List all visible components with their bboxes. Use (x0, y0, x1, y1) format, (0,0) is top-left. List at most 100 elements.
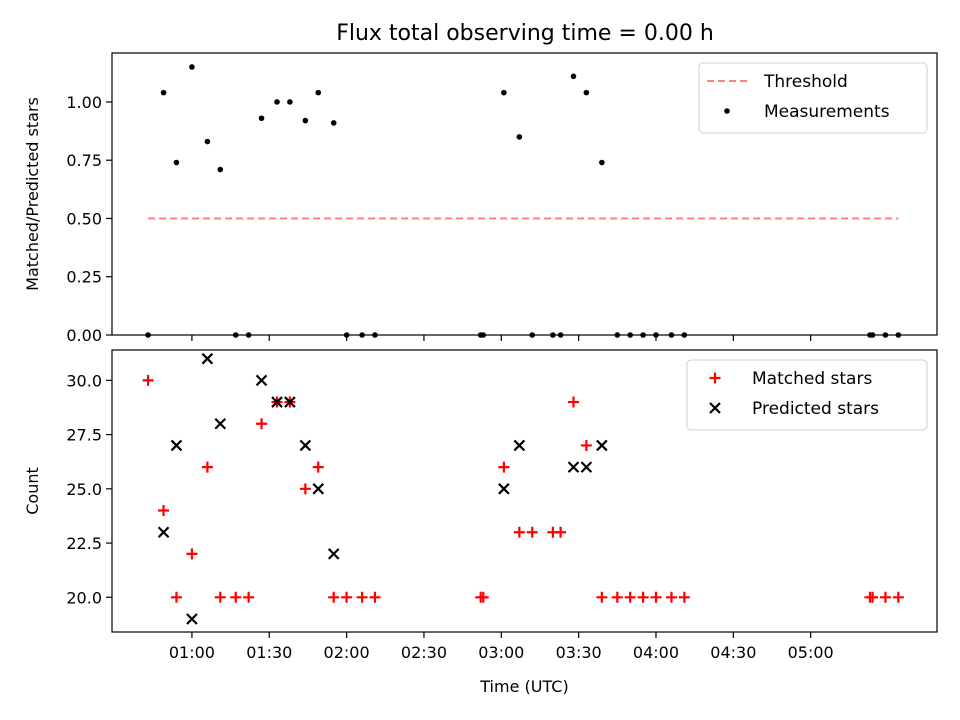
data-point (879, 591, 891, 603)
data-point (359, 332, 365, 338)
y-tick-label: 0.25 (66, 268, 102, 287)
data-point (302, 117, 309, 124)
data-point (895, 332, 902, 338)
data-point (173, 159, 180, 166)
data-point (501, 89, 507, 96)
x-tick-label: 04:00 (633, 643, 679, 662)
data-point (678, 591, 690, 603)
data-point (255, 374, 268, 387)
x-tick-label: 03:00 (478, 643, 524, 662)
legend-label: Threshold (763, 72, 848, 92)
y-tick-label: 27.5 (66, 426, 102, 445)
data-point (557, 332, 564, 338)
data-point (624, 591, 636, 603)
data-point (480, 332, 487, 338)
x-tick-label: 01:00 (169, 643, 215, 662)
legend-swatch (709, 402, 721, 414)
data-point (637, 591, 649, 603)
data-point (614, 332, 621, 338)
x-tick-label: 03:30 (556, 643, 602, 662)
data-point (341, 591, 353, 603)
data-point (372, 332, 378, 338)
data-point (312, 461, 324, 473)
data-point (327, 548, 340, 560)
legend-label: Predicted stars (752, 399, 879, 419)
data-point (214, 591, 226, 603)
data-point (867, 591, 879, 603)
data-point (665, 591, 677, 603)
data-point (170, 439, 183, 452)
data-point (274, 99, 280, 105)
y-tick-label: 30.0 (66, 371, 102, 390)
y-tick-label: 0.00 (66, 326, 102, 345)
series-matched-stars (142, 374, 904, 603)
x-tick-label: 05:00 (788, 643, 834, 662)
data-point (299, 439, 312, 452)
y-tick-label: 1.00 (66, 93, 102, 112)
data-point (160, 89, 167, 96)
data-point (596, 591, 608, 603)
x-tick-label: 04:30 (710, 643, 756, 662)
data-point (892, 591, 904, 603)
data-point (529, 332, 536, 338)
data-point (158, 505, 170, 517)
y-axis-label: Count (23, 467, 42, 515)
legend-box (686, 359, 928, 431)
data-point (369, 591, 381, 603)
legend-swatch (724, 108, 730, 114)
axes-frame (111, 52, 938, 336)
data-point (284, 396, 296, 408)
data-point (201, 461, 213, 473)
data-point (201, 352, 214, 365)
data-point (567, 461, 580, 473)
data-point (668, 332, 675, 338)
data-point (157, 526, 170, 538)
data-point (599, 159, 605, 166)
data-point (287, 99, 293, 105)
data-point (611, 591, 623, 603)
x-tick-label: 01:30 (246, 643, 292, 662)
data-point (596, 439, 608, 452)
legend: Threshold Measurements (698, 62, 928, 134)
legend-swatch (709, 372, 721, 384)
data-point (186, 613, 198, 625)
data-point (550, 332, 556, 338)
data-point (230, 591, 242, 603)
data-point (328, 591, 340, 603)
legend-label: Matched stars (752, 369, 872, 389)
data-point (243, 591, 255, 603)
data-point (299, 483, 311, 495)
data-point (142, 374, 154, 386)
figure-title: Flux total observing time = 0.00 h (336, 21, 714, 46)
data-point (312, 483, 325, 495)
y-tick-label: 0.50 (66, 209, 102, 228)
data-point (681, 332, 688, 338)
data-point (653, 332, 659, 338)
data-point (356, 591, 368, 603)
y-tick-label: 0.75 (66, 151, 102, 170)
data-point (640, 332, 646, 338)
data-point (882, 332, 889, 338)
x-axis-label: Time (UTC) (479, 677, 568, 696)
data-point (189, 64, 195, 70)
ratio-panel: 0.00 0.25 0.50 0.75 1.00 Matched/Predicted st… (23, 52, 938, 345)
data-point (343, 332, 350, 338)
data-point (498, 461, 510, 473)
data-point (245, 332, 252, 338)
data-point (567, 396, 579, 408)
data-point (145, 332, 151, 338)
data-point (627, 332, 634, 338)
x-tick-label: 02:30 (401, 643, 447, 662)
legend-box (698, 62, 928, 134)
data-point (555, 526, 567, 538)
series-measurements (145, 64, 902, 338)
data-point (570, 73, 577, 80)
data-point (650, 591, 662, 603)
y-tick-label: 20.0 (66, 588, 102, 607)
y-tick-label: 25.0 (66, 480, 102, 499)
y-tick-label: 22.5 (66, 534, 102, 553)
y-axis-label: Matched/Predicted stars (23, 97, 42, 291)
x-tick-label: 02:00 (324, 643, 370, 662)
data-point (869, 332, 876, 338)
